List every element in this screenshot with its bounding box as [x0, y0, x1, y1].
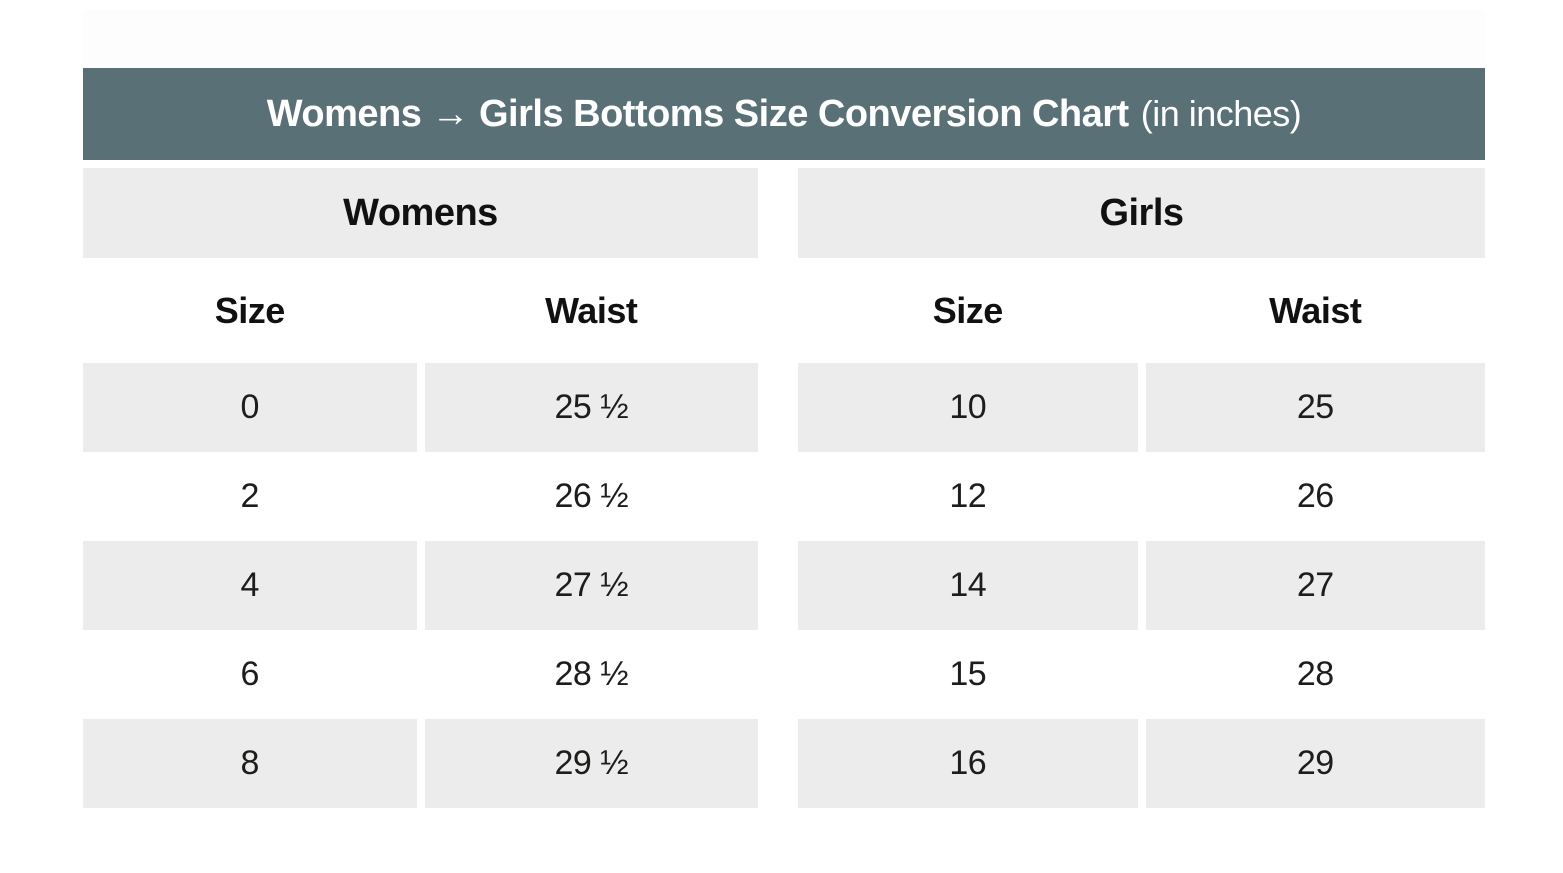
- womens-size-cell: 8: [83, 719, 417, 808]
- girls-column-headers: Size Waist: [798, 258, 1485, 363]
- womens-size-cell: 2: [83, 452, 417, 541]
- chart-title: Womens → Girls Bottoms Size Conversion C…: [266, 92, 1130, 135]
- girls-waist-cell: 29: [1145, 719, 1485, 808]
- girls-section-header: Girls: [798, 168, 1485, 258]
- top-strip: [83, 10, 1485, 68]
- section-womens: Womens Size Waist 0 25 ½ 2 26 ½ 4 27 ½: [83, 168, 758, 808]
- section-girls: Girls Size Waist 10 25 12 26 14 27: [798, 168, 1485, 808]
- womens-waist-cell: 25 ½: [424, 363, 758, 452]
- table-row: 12 26: [798, 452, 1485, 541]
- womens-size-column-header: Size: [214, 289, 286, 331]
- table-row: 16 29: [798, 719, 1485, 808]
- girls-size-cell: 16: [798, 719, 1138, 808]
- table-row: 4 27 ½: [83, 541, 758, 630]
- womens-size-cell: 4: [83, 541, 417, 630]
- womens-size-cell: 6: [83, 630, 417, 719]
- chart-title-unit: (in inches): [1140, 93, 1302, 134]
- table-row: 0 25 ½: [83, 363, 758, 452]
- girls-size-cell: 14: [798, 541, 1138, 630]
- girls-size-cell: 15: [798, 630, 1138, 719]
- womens-waist-cell: 27 ½: [424, 541, 758, 630]
- table-row: 14 27: [798, 541, 1485, 630]
- chart-title-bar: Womens → Girls Bottoms Size Conversion C…: [83, 68, 1485, 160]
- table-row: 15 28: [798, 630, 1485, 719]
- table-row: 10 25: [798, 363, 1485, 452]
- sections-row: Womens Size Waist 0 25 ½ 2 26 ½ 4 27 ½: [83, 168, 1485, 808]
- womens-waist-cell: 26 ½: [424, 452, 758, 541]
- womens-section-header: Womens: [83, 168, 758, 258]
- womens-column-headers: Size Waist: [83, 258, 758, 363]
- girls-size-cell: 12: [798, 452, 1138, 541]
- girls-size-cell: 10: [798, 363, 1138, 452]
- table-row: 2 26 ½: [83, 452, 758, 541]
- womens-waist-cell: 28 ½: [424, 630, 758, 719]
- table-row: 6 28 ½: [83, 630, 758, 719]
- girls-waist-column-header: Waist: [1269, 289, 1362, 331]
- girls-waist-cell: 27: [1145, 541, 1485, 630]
- table-row: 8 29 ½: [83, 719, 758, 808]
- womens-size-cell: 0: [83, 363, 417, 452]
- girls-waist-cell: 25: [1145, 363, 1485, 452]
- girls-waist-cell: 28: [1145, 630, 1485, 719]
- girls-size-column-header: Size: [932, 289, 1004, 331]
- womens-waist-column-header: Waist: [545, 289, 638, 331]
- womens-waist-cell: 29 ½: [424, 719, 758, 808]
- girls-waist-cell: 26: [1145, 452, 1485, 541]
- size-conversion-chart: Womens → Girls Bottoms Size Conversion C…: [83, 10, 1485, 808]
